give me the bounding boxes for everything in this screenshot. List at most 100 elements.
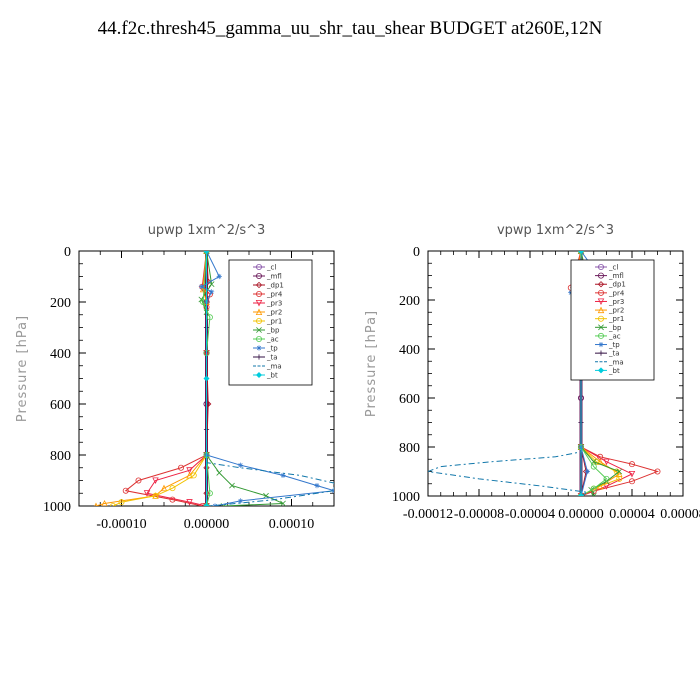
x-tick-label: -0.00010	[96, 517, 146, 532]
series-tp-marker	[314, 483, 320, 489]
series-pr4-marker	[629, 478, 636, 485]
series-pr1-marker	[152, 492, 159, 499]
legend-cl-marker	[255, 263, 262, 270]
legend-bp-marker	[598, 324, 604, 331]
legend-label-cl: _cl	[608, 264, 618, 272]
legend-label-ac: _ac	[608, 332, 621, 340]
legend-pr3-marker	[255, 300, 263, 307]
legend-tp-marker	[256, 345, 262, 351]
legend-pr4-marker	[598, 289, 605, 296]
series-pr2-marker	[160, 484, 168, 492]
legend-label-pr2: _pr2	[266, 309, 282, 317]
legend-ta-marker	[256, 354, 262, 360]
y-tick-label: 1000	[392, 490, 420, 505]
legend-label-ma: _ma	[608, 358, 624, 366]
series-ac-marker	[603, 475, 610, 482]
y-tick-label: 0	[64, 245, 71, 260]
series-bt-marker	[203, 502, 210, 506]
plot-area	[94, 251, 334, 506]
series-pr3-marker	[186, 499, 193, 506]
legend-label-bp: _bp	[608, 324, 622, 332]
series-tp-marker	[198, 284, 204, 290]
legend-label-ta: _ta	[266, 354, 278, 362]
series-tp-marker	[280, 472, 286, 478]
legend: _cl_mfl_dp1_pr4_pr3_pr2_pr1_bp_ac_tp_ta_…	[570, 259, 655, 381]
legend-label-mfl: _mfl	[608, 272, 624, 280]
legend-label-pr4: _pr4	[266, 291, 283, 299]
y-tick-label: 200	[399, 294, 420, 309]
y-axis-title: Pressure [hPa]	[364, 310, 379, 417]
y-tick-label: 800	[50, 449, 71, 464]
panel-title: upwp 1xm^2/s^3	[148, 223, 266, 238]
series-tp-marker	[212, 503, 218, 506]
series-line-pr2	[95, 251, 207, 506]
y-axis-title: Pressure [hPa]	[15, 315, 30, 422]
y-tick-label: 200	[50, 296, 71, 311]
series-line-pr4	[124, 251, 211, 506]
legend-label-bp: _bp	[266, 327, 280, 335]
x-tick-label: -0.00008	[454, 507, 504, 522]
series-tp-marker	[584, 468, 590, 475]
series-pr4-marker	[122, 487, 129, 494]
series-ac-marker	[590, 485, 597, 492]
legend-label-ma: _ma	[266, 363, 282, 371]
legend-dp1-marker	[255, 281, 263, 289]
legend-label-dp1: _dp1	[266, 282, 284, 290]
legend-cl-marker	[598, 263, 605, 270]
legend-label-pr4: _pr4	[608, 289, 625, 297]
legend-box	[228, 259, 313, 386]
series-tp-marker	[216, 273, 222, 280]
series-ac-marker	[206, 490, 213, 497]
y-tick-label: 400	[50, 347, 71, 362]
panel-title: vpwp 1xm^2/s^3	[497, 223, 614, 238]
series-pr4-marker	[654, 468, 661, 475]
legend-box	[570, 259, 655, 381]
series-pr1-marker	[118, 499, 125, 506]
series-bt-marker	[577, 251, 585, 255]
legend-ac-marker	[598, 332, 605, 339]
series-bt-marker	[203, 251, 210, 255]
x-tick-label: 0.00008	[660, 507, 700, 522]
y-tick-label: 600	[399, 392, 420, 407]
legend-label-ta: _ta	[608, 350, 620, 358]
legend-label-bt: _bt	[608, 367, 620, 375]
series-bp-marker	[229, 482, 235, 489]
series-pr1-marker	[190, 472, 197, 479]
series-bp-marker	[590, 493, 597, 496]
legend-label-tp: _tp	[608, 341, 620, 349]
x-tick-label: 0.00000	[558, 507, 604, 522]
legend-pr2-marker	[597, 306, 605, 314]
series-pr1-marker	[169, 485, 176, 492]
y-tick-label: 600	[50, 398, 71, 413]
series-bt-marker	[577, 492, 585, 496]
chart-panel-1: upwp 1xm^2/s^3 Pressure [hPa] 0 200 400 600 80…	[15, 223, 335, 532]
legend-label-pr1: _pr1	[608, 315, 624, 323]
y-tick-label: 0	[413, 245, 420, 260]
legend-ac-marker	[255, 335, 262, 342]
legend-pr1-marker	[598, 315, 605, 322]
chart-panel-2: vpwp 1xm^2/s^3 Pressure [hPa] 0 200 400 600 80…	[364, 223, 700, 522]
legend-label-pr3: _pr3	[608, 298, 624, 306]
series-bp-marker	[216, 469, 223, 476]
x-tick-label: 0.00000	[184, 517, 230, 532]
legend-label-pr1: _pr1	[266, 318, 282, 326]
x-tick-label: -0.00012	[403, 507, 453, 522]
series-pr3-marker	[186, 467, 193, 474]
series-tp-marker	[237, 462, 244, 468]
legend-pr3-marker	[597, 298, 605, 305]
series-pr4-marker	[629, 461, 636, 468]
legend-bt-marker	[597, 367, 605, 374]
series-pr3-marker	[143, 490, 151, 497]
legend-pr2-marker	[255, 308, 263, 315]
legend-bt-marker	[255, 371, 263, 379]
legend-label-dp1: _dp1	[608, 281, 626, 289]
series-pr1-marker	[110, 503, 116, 506]
series-line-tp	[200, 251, 334, 506]
legend-pr4-marker	[255, 290, 262, 297]
legend-dp1-marker	[597, 281, 605, 288]
legend-ta-marker	[598, 350, 604, 356]
legend-label-bt: _bt	[266, 372, 278, 380]
y-tick-label: 1000	[43, 500, 71, 515]
series-bp-marker	[280, 500, 286, 506]
